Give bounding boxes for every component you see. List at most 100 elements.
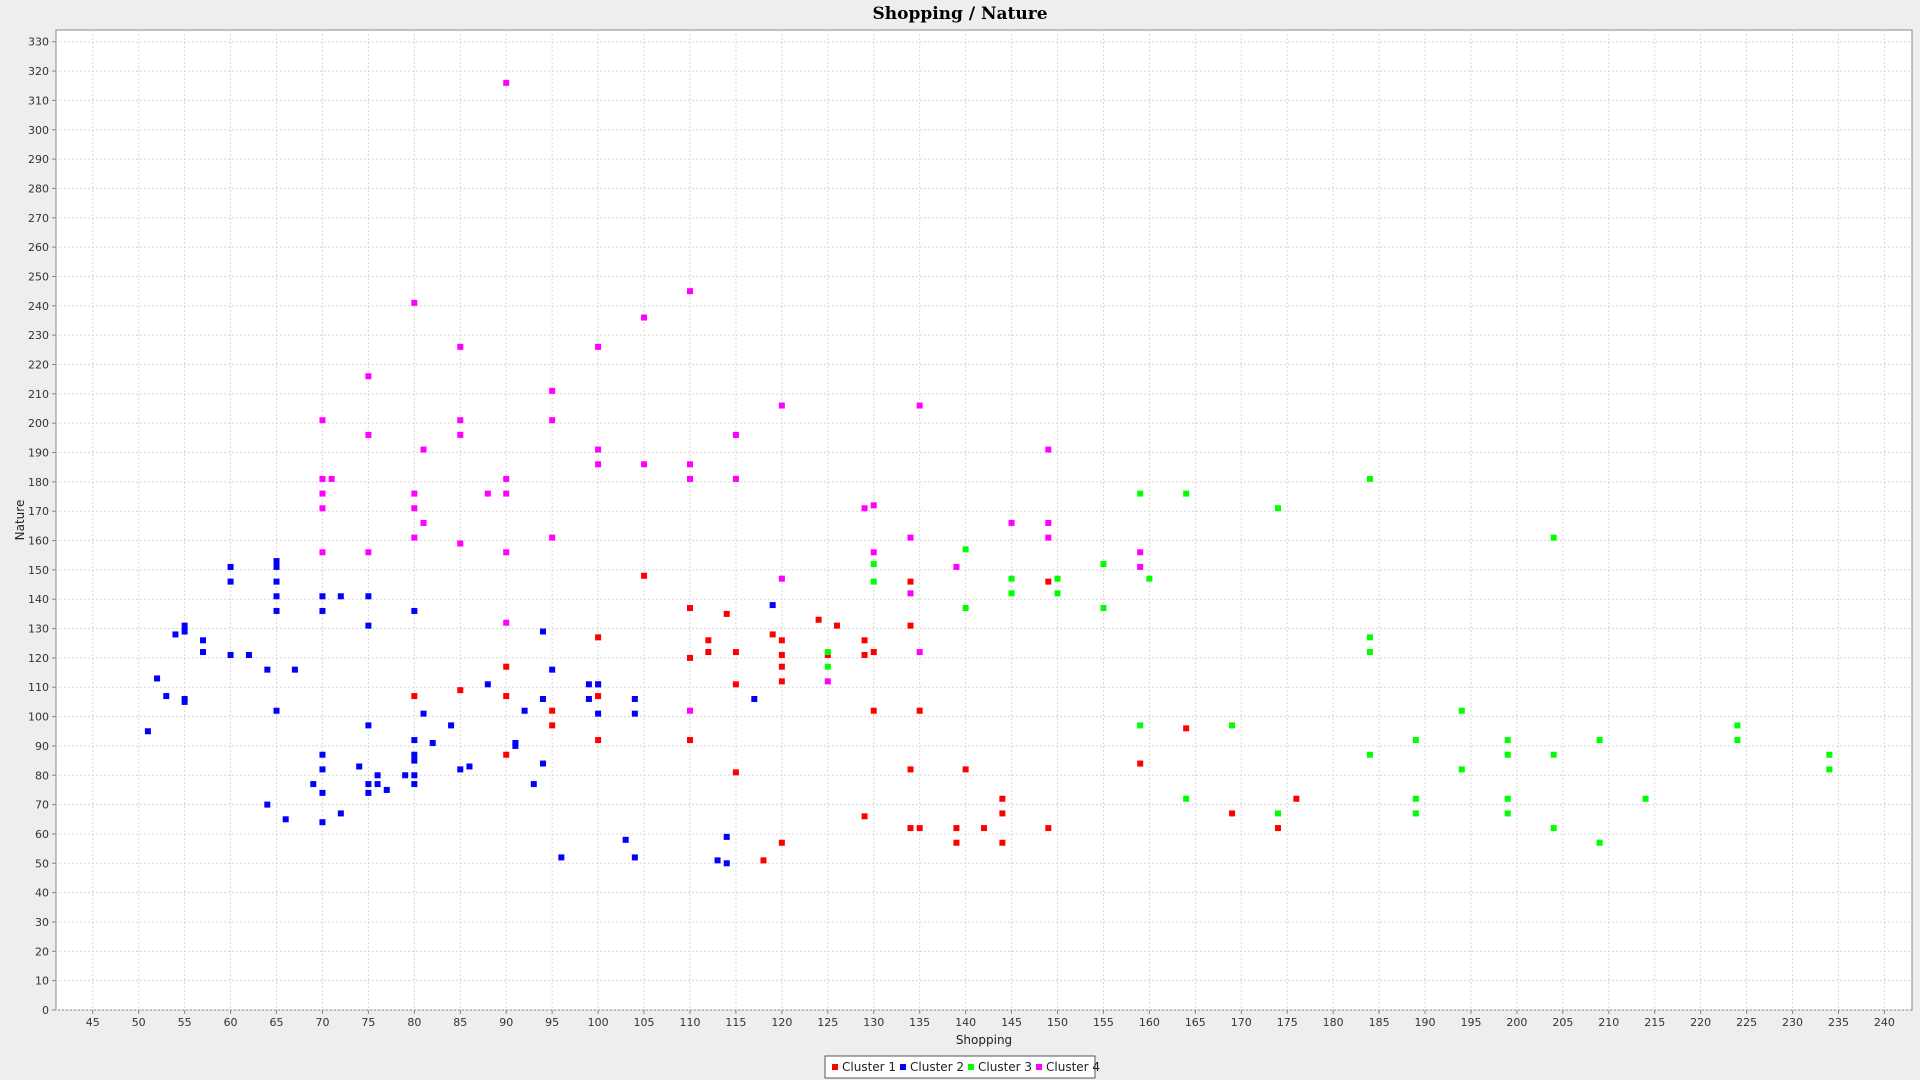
data-point [953, 825, 960, 832]
x-tick-label: 215 [1644, 1016, 1665, 1029]
x-tick-label: 205 [1552, 1016, 1573, 1029]
data-point [1008, 590, 1015, 597]
x-tick-label: 95 [545, 1016, 559, 1029]
data-point [503, 79, 510, 86]
data-point [686, 605, 693, 612]
data-point [870, 578, 877, 585]
data-point [705, 649, 712, 656]
data-point [585, 681, 592, 688]
data-point [1045, 534, 1052, 541]
data-point [549, 534, 556, 541]
legend-label: Cluster 4 [1046, 1060, 1100, 1074]
data-point [769, 631, 776, 638]
data-point [870, 502, 877, 509]
data-point [503, 549, 510, 556]
legend-item: Cluster 3 [968, 1060, 1032, 1074]
data-point [1229, 722, 1236, 729]
data-point [457, 431, 464, 438]
data-point [1045, 578, 1052, 585]
data-point [833, 622, 840, 629]
data-point [999, 810, 1006, 817]
data-point [723, 860, 730, 867]
data-point [595, 343, 602, 350]
data-point [200, 649, 207, 656]
x-tick-label: 170 [1231, 1016, 1252, 1029]
data-point [953, 839, 960, 846]
data-point [374, 781, 381, 788]
data-point [1412, 795, 1419, 802]
data-point [778, 651, 785, 658]
data-point [595, 461, 602, 468]
data-point [227, 563, 234, 570]
data-point [1293, 795, 1300, 802]
y-tick-label: 110 [28, 681, 49, 694]
data-point [861, 505, 868, 512]
data-point [1275, 810, 1282, 817]
data-point [521, 707, 528, 714]
data-point [999, 839, 1006, 846]
data-point [907, 622, 914, 629]
data-point [503, 693, 510, 700]
data-point [962, 766, 969, 773]
data-point [1137, 549, 1144, 556]
data-point [1412, 737, 1419, 744]
x-tick-label: 100 [588, 1016, 609, 1029]
x-tick-label: 125 [817, 1016, 838, 1029]
data-point [631, 695, 638, 702]
y-tick-label: 180 [28, 476, 49, 489]
x-tick-label: 50 [132, 1016, 146, 1029]
data-point [714, 857, 721, 864]
data-point [273, 593, 280, 600]
legend-item: Cluster 2 [900, 1060, 964, 1074]
data-point [457, 766, 464, 773]
data-point [420, 519, 427, 526]
data-point [383, 786, 390, 793]
data-point [861, 813, 868, 820]
data-point [365, 593, 372, 600]
data-point [595, 634, 602, 641]
data-point [1504, 737, 1511, 744]
x-tick-label: 220 [1690, 1016, 1711, 1029]
y-tick-label: 30 [35, 916, 49, 929]
data-point [595, 693, 602, 700]
x-tick-label: 235 [1828, 1016, 1849, 1029]
data-point [319, 766, 326, 773]
data-point [411, 490, 418, 497]
x-tick-label: 65 [270, 1016, 284, 1029]
data-point [1504, 795, 1511, 802]
data-point [503, 619, 510, 626]
data-point [273, 563, 280, 570]
data-point [1504, 810, 1511, 817]
legend-label: Cluster 2 [910, 1060, 964, 1074]
data-point [1550, 825, 1557, 832]
data-point [365, 622, 372, 629]
y-axis-label: Nature [13, 500, 27, 541]
data-point [319, 475, 326, 482]
data-point [631, 710, 638, 717]
data-point [411, 534, 418, 541]
x-tick-label: 135 [909, 1016, 930, 1029]
data-point [457, 687, 464, 694]
data-point [181, 698, 188, 705]
data-point [549, 722, 556, 729]
data-point [1229, 810, 1236, 817]
axis-ticks: 45 50 55 60 65 70 75 80 85 90 95 100 105 110 115 120 125… [28, 36, 1895, 1029]
grid-lines [56, 30, 1912, 1011]
data-point [1008, 519, 1015, 526]
data-point [420, 446, 427, 453]
data-point [466, 763, 473, 770]
data-points [144, 79, 1833, 867]
data-point [411, 751, 418, 758]
x-tick-label: 110 [679, 1016, 700, 1029]
x-tick-label: 80 [407, 1016, 421, 1029]
y-tick-label: 170 [28, 505, 49, 518]
data-point [686, 461, 693, 468]
data-point [1366, 751, 1373, 758]
data-point [558, 854, 565, 861]
y-tick-label: 50 [35, 857, 49, 870]
data-point [962, 546, 969, 553]
data-point [1045, 825, 1052, 832]
y-tick-label: 40 [35, 887, 49, 900]
data-point [448, 722, 455, 729]
